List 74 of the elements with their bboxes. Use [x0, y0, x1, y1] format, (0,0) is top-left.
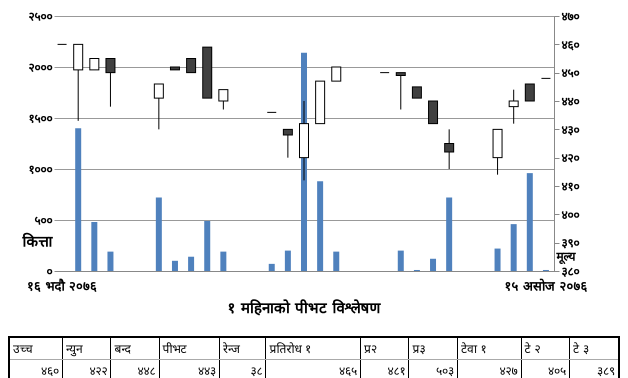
candlestick — [444, 128, 454, 170]
bar — [156, 198, 162, 271]
y-axis-title: कित्ता — [22, 232, 54, 250]
bar — [75, 128, 82, 271]
bar — [398, 250, 404, 271]
bar — [317, 181, 324, 271]
candlestick — [331, 66, 342, 82]
text: न्युन — [62, 337, 111, 360]
y2-tick-label: ४६० — [562, 38, 580, 52]
x-tick-label: १५ असोज २०७६ — [504, 278, 588, 294]
text: ४२७ — [457, 360, 522, 378]
candlestick — [396, 72, 406, 110]
candlestick — [105, 58, 116, 108]
y2-tick-label: ४५० — [562, 66, 580, 80]
candlestick — [89, 58, 100, 70]
candlestick — [154, 84, 164, 130]
bar — [204, 221, 210, 271]
text: प्र२ — [360, 337, 409, 360]
y2-axis-title: मूल्य — [556, 250, 576, 264]
text: ४०५ — [521, 360, 570, 378]
text: ५०३ — [408, 360, 458, 378]
y-tick-label: १००० — [28, 162, 52, 176]
y2-tick-label: ४१० — [562, 180, 580, 194]
candlestick — [186, 58, 196, 74]
text: ४६५ — [266, 360, 360, 378]
text: ४२२ — [62, 360, 111, 378]
text: रेन्ज — [219, 337, 266, 360]
y-tick-label: ० — [46, 264, 52, 278]
text: बन्द — [110, 337, 160, 360]
text: पीभट — [159, 337, 220, 360]
text: टेवा १ — [457, 337, 522, 360]
text: ४६० — [9, 360, 62, 378]
bar — [107, 252, 114, 271]
y2-tick-label: ४४० — [562, 94, 580, 108]
bar — [333, 252, 340, 271]
text: प्रतिरोध १ — [266, 337, 360, 360]
candlestick — [428, 100, 438, 124]
y2-tick-label: ३८० — [562, 264, 580, 278]
text: ३८ — [219, 360, 266, 378]
text: ४४८ — [110, 360, 160, 378]
bar — [91, 222, 98, 271]
bar — [526, 173, 533, 271]
bar — [268, 264, 275, 271]
candlestick — [218, 89, 228, 110]
text: १ महिनाको पीभट विश्लेषण — [228, 299, 382, 317]
text: ४४३ — [159, 360, 220, 378]
text: ३८९ — [569, 360, 619, 378]
candlestick — [508, 89, 519, 124]
candlestick — [412, 86, 422, 99]
text: टे २ — [521, 337, 570, 360]
text: टे ३ — [569, 337, 619, 360]
y-tick-label: २००० — [28, 60, 52, 74]
y2-tick-label: ३९० — [562, 236, 580, 250]
y-tick-label: ५०० — [34, 214, 52, 228]
bar — [284, 250, 291, 271]
text: ४८१ — [360, 360, 409, 378]
y2-tick-label: ४७० — [562, 10, 580, 24]
y-tick-label: २५०० — [28, 10, 52, 24]
y-tick-label: १५०० — [28, 112, 52, 126]
candlestick — [524, 84, 535, 102]
candlestick — [282, 128, 293, 158]
x-tick-label: १६ भदौ २०७६ — [27, 278, 98, 294]
y2-tick-label: ४२० — [562, 151, 580, 166]
bar — [172, 260, 178, 271]
bar — [510, 224, 517, 271]
bar — [430, 258, 436, 271]
bar — [494, 248, 501, 271]
y2-tick-label: ४३० — [562, 122, 580, 137]
bar — [220, 252, 226, 271]
y2-tick-label: ४०० — [562, 208, 580, 222]
bar — [188, 256, 194, 271]
text: उच्च — [9, 337, 62, 360]
text: प्र३ — [408, 337, 458, 360]
bar — [446, 198, 452, 271]
